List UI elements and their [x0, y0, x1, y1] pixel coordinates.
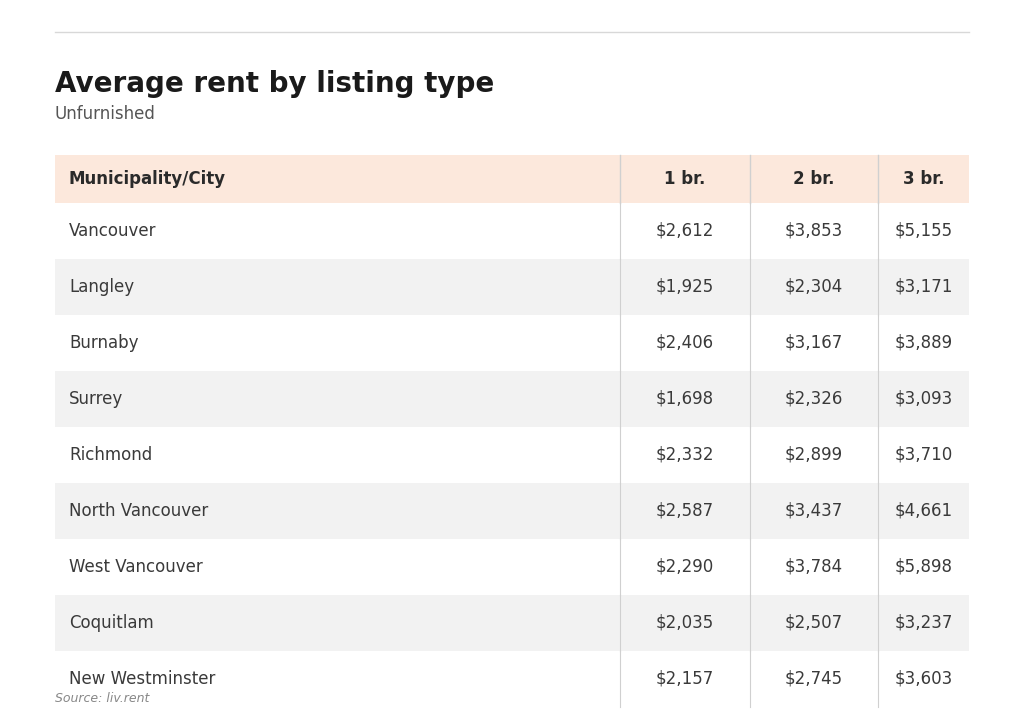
- FancyBboxPatch shape: [55, 203, 969, 259]
- Text: $3,603: $3,603: [894, 670, 952, 688]
- Text: $3,889: $3,889: [894, 334, 952, 352]
- FancyBboxPatch shape: [55, 595, 969, 651]
- Text: $3,093: $3,093: [894, 390, 952, 408]
- Text: $2,157: $2,157: [656, 670, 714, 688]
- Text: Vancouver: Vancouver: [69, 222, 157, 240]
- Text: 2 br.: 2 br.: [794, 170, 835, 188]
- Text: Surrey: Surrey: [69, 390, 123, 408]
- FancyBboxPatch shape: [55, 315, 969, 371]
- Text: Unfurnished: Unfurnished: [55, 105, 156, 123]
- FancyBboxPatch shape: [55, 155, 969, 203]
- Text: $2,304: $2,304: [784, 278, 843, 296]
- Text: $3,167: $3,167: [784, 334, 843, 352]
- Text: $5,155: $5,155: [894, 222, 952, 240]
- Text: $3,710: $3,710: [894, 446, 952, 464]
- FancyBboxPatch shape: [55, 427, 969, 483]
- Text: Langley: Langley: [69, 278, 134, 296]
- Text: $2,507: $2,507: [785, 614, 843, 632]
- Text: North Vancouver: North Vancouver: [69, 502, 208, 520]
- Text: $2,899: $2,899: [785, 446, 843, 464]
- Text: $1,925: $1,925: [656, 278, 714, 296]
- FancyBboxPatch shape: [55, 371, 969, 427]
- Text: $2,332: $2,332: [655, 446, 715, 464]
- Text: $3,237: $3,237: [894, 614, 952, 632]
- Text: $3,853: $3,853: [784, 222, 843, 240]
- Text: $2,745: $2,745: [785, 670, 843, 688]
- Text: $2,612: $2,612: [655, 222, 714, 240]
- Text: West Vancouver: West Vancouver: [69, 558, 203, 576]
- Text: Average rent by listing type: Average rent by listing type: [55, 70, 495, 98]
- Text: Richmond: Richmond: [69, 446, 153, 464]
- FancyBboxPatch shape: [55, 651, 969, 707]
- Text: $3,784: $3,784: [785, 558, 843, 576]
- Text: $5,898: $5,898: [895, 558, 952, 576]
- Text: $2,035: $2,035: [656, 614, 714, 632]
- Text: Source: liv.rent: Source: liv.rent: [55, 692, 150, 705]
- Text: Municipality/City: Municipality/City: [69, 170, 226, 188]
- Text: Burnaby: Burnaby: [69, 334, 138, 352]
- Text: $4,661: $4,661: [894, 502, 952, 520]
- Text: New Westminster: New Westminster: [69, 670, 215, 688]
- FancyBboxPatch shape: [55, 539, 969, 595]
- Text: $2,587: $2,587: [656, 502, 714, 520]
- Text: $2,326: $2,326: [784, 390, 843, 408]
- Text: $1,698: $1,698: [656, 390, 714, 408]
- Text: 1 br.: 1 br.: [665, 170, 706, 188]
- Text: 3 br.: 3 br.: [903, 170, 944, 188]
- Text: Coquitlam: Coquitlam: [69, 614, 154, 632]
- Text: $3,171: $3,171: [894, 278, 952, 296]
- Text: $2,406: $2,406: [656, 334, 714, 352]
- FancyBboxPatch shape: [55, 259, 969, 315]
- Text: $2,290: $2,290: [656, 558, 714, 576]
- Text: $3,437: $3,437: [784, 502, 843, 520]
- FancyBboxPatch shape: [55, 483, 969, 539]
